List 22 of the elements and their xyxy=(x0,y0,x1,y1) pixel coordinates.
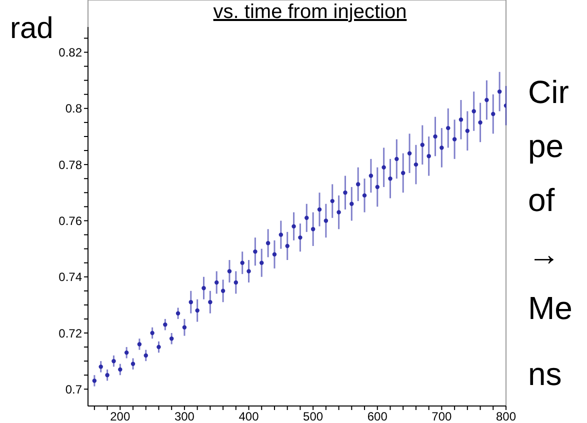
text: ns xyxy=(528,356,562,393)
x-tick-label: 500 xyxy=(303,410,324,423)
x-tick-label: 400 xyxy=(238,410,260,423)
x-tick-label: 600 xyxy=(367,410,388,423)
y-tick-label: 0.8 xyxy=(65,102,82,116)
y-tick-label: 0.74 xyxy=(58,270,82,284)
chart-title: vs. time from injection xyxy=(212,1,408,23)
text: of xyxy=(528,182,555,219)
y-axis-title: rad xyxy=(10,12,54,46)
y-tick-label: 0.76 xyxy=(58,214,82,228)
x-tick-label: 800 xyxy=(496,410,516,423)
text: → xyxy=(528,236,560,273)
y-tick-label: 0.7 xyxy=(65,382,82,396)
x-tick-label: 300 xyxy=(174,410,195,423)
y-tick-label: 0.72 xyxy=(58,326,82,340)
y-tick-label: 0.82 xyxy=(58,46,82,60)
x-tick-label: 700 xyxy=(432,410,452,423)
x-tick-label: 200 xyxy=(110,410,130,423)
text: Me xyxy=(528,290,572,327)
y-tick-label: 0.78 xyxy=(58,158,82,172)
text: Cir xyxy=(528,74,569,111)
text: pe xyxy=(528,128,564,165)
